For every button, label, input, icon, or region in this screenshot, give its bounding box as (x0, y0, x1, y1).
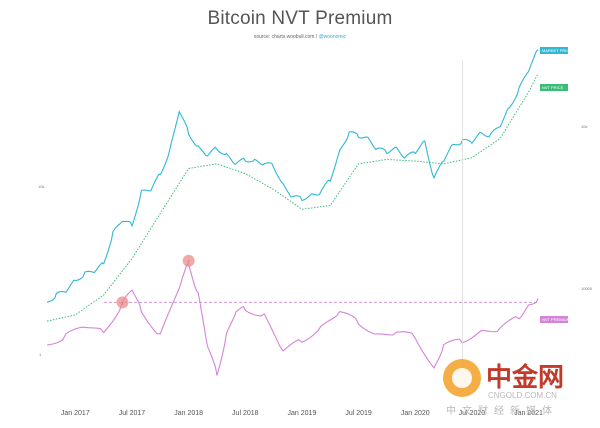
x-tick-label: Jan 2017 (61, 410, 90, 417)
legend-tag-nvt-premium (540, 316, 568, 323)
x-tick-label: Jul 2019 (345, 410, 372, 417)
peak-highlight-2 (182, 254, 195, 267)
legend: MARKET PRICE NVT PRICE NVT PREMIUM (540, 47, 572, 323)
x-tick-label: Jan 2021 (514, 410, 543, 417)
x-axis: Jan 2017 Jul 2017 Jan 2018 Jul 2018 Jan 2019… (38, 124, 593, 417)
marker-layer: 12 (104, 60, 538, 390)
nvt-price-line (46, 73, 539, 322)
x-tick-label: Jul 2020 (459, 410, 486, 417)
legend-tag-nvt-price (540, 84, 568, 91)
watermark-brand-cn: 中金网 (486, 362, 564, 393)
x-tick-label: Jul 2018 (232, 410, 259, 417)
x-tick-label: Jul 2017 (119, 410, 146, 417)
legend-label-market-price: MARKET PRICE (542, 48, 572, 53)
legend-label-nvt-premium: NVT PREMIUM (542, 317, 570, 322)
market-price-line (46, 49, 539, 303)
legend-label-nvt-price: NVT PRICE (542, 85, 564, 90)
peak-label-2: 2 (188, 259, 191, 264)
upper-left-axis-label: 10k (38, 184, 44, 189)
right-bottom-axis-label: 10000 (581, 286, 593, 291)
x-tick-label: Jan 2018 (174, 410, 203, 417)
source-handle: @woonomic (318, 34, 347, 40)
source-text: source: charts.woobull.com / (253, 34, 319, 40)
peak-label-1: 1 (121, 300, 124, 305)
right-top-axis-label: 10k (581, 124, 587, 129)
cngold-watermark: 中金网 CNGOLD.COM.CN 中文财经新媒体 (443, 359, 564, 417)
watermark-brand-en: CNGOLD.COM.CN (488, 391, 557, 400)
chart-source: source: charts.woobull.com / @woonomic (0, 34, 600, 40)
cngold-logo-inner (452, 368, 472, 388)
watermark-sub-cn: 中文财经新媒体 (446, 404, 558, 417)
x-tick-label: Jan 2020 (401, 410, 430, 417)
chart-title: Bitcoin NVT Premium (207, 8, 393, 29)
peak-highlight-1 (116, 296, 129, 309)
nvt-premium-line (46, 262, 539, 376)
x-tick-label: Jan 2019 (288, 410, 317, 417)
series-layer (46, 49, 539, 376)
legend-tag-market-price (540, 47, 568, 54)
lower-left-axis-label: 1 (39, 352, 42, 357)
